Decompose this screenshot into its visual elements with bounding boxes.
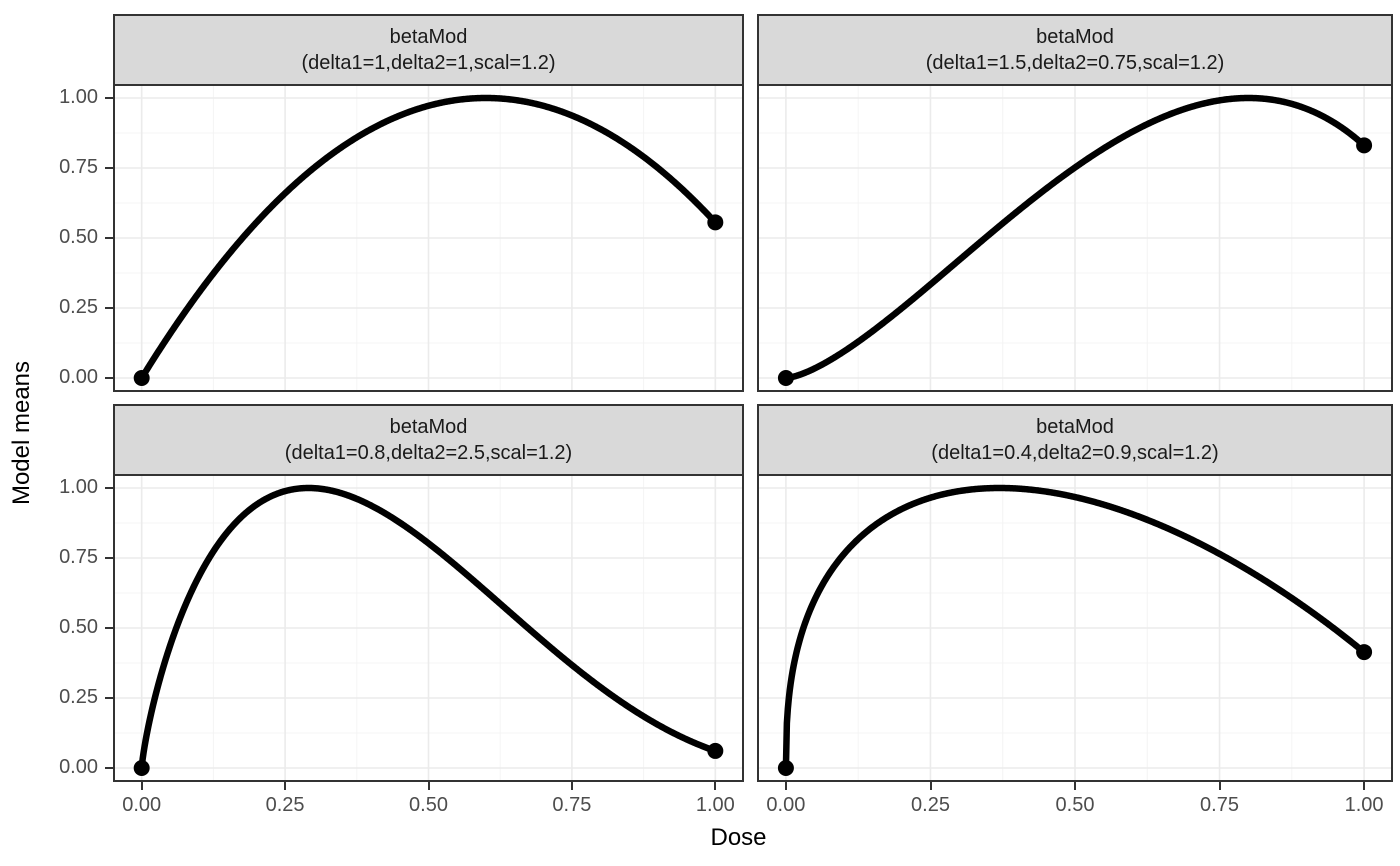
endpoint-dot xyxy=(777,760,794,776)
y-tick-label: 0.00 xyxy=(59,366,98,388)
plot-area xyxy=(757,84,1393,392)
x-tick-label: 0.50 xyxy=(409,794,448,816)
panel-border xyxy=(757,474,1393,782)
x-tick xyxy=(427,782,430,790)
x-tick xyxy=(570,782,573,790)
strip-title-model: betaMod xyxy=(1036,26,1114,48)
strip-title-model: betaMod xyxy=(1036,416,1114,438)
strip-title-model: betaMod xyxy=(389,26,468,48)
endpoint-dot xyxy=(1356,137,1373,154)
y-tick xyxy=(105,627,113,629)
x-tick-label: 1.00 xyxy=(1344,794,1384,816)
x-tick xyxy=(1218,782,1221,790)
y-tick-label: 0.75 xyxy=(59,156,98,178)
x-tick xyxy=(1074,782,1076,790)
strip-title-params: (delta1=0.4,delta2=0.9,scal=1.2) xyxy=(931,442,1219,464)
plot-area xyxy=(757,474,1393,782)
plot-area xyxy=(113,84,744,392)
x-tick xyxy=(929,782,932,790)
strip-title-params: (delta1=1,delta2=1,scal=1.2) xyxy=(301,52,556,74)
strip-title-params: (delta1=1.5,delta2=0.75,scal=1.2) xyxy=(925,52,1225,74)
y-tick xyxy=(105,237,113,239)
facet-bottom-right: betaMod (delta1=0.4,delta2=0.9,scal=1.2) xyxy=(757,404,1393,782)
y-tick-label: 0.00 xyxy=(59,756,98,778)
y-tick xyxy=(105,307,113,309)
model-curve xyxy=(138,94,719,382)
y-tick xyxy=(105,697,113,699)
y-tick xyxy=(105,557,113,559)
model-curve xyxy=(782,94,1368,382)
endpoint-dot xyxy=(1356,644,1373,661)
y-tick-label: 0.50 xyxy=(59,226,98,248)
panel-border xyxy=(113,84,744,392)
endpoint-dot xyxy=(707,214,724,231)
y-tick-label: 0.25 xyxy=(59,686,98,708)
facet-bottom-left: betaMod (delta1=0.8,delta2=2.5,scal=1.2) xyxy=(113,404,744,782)
panel-border xyxy=(757,84,1393,392)
y-tick xyxy=(105,377,113,379)
y-tick xyxy=(105,167,113,169)
y-tick-label: 0.75 xyxy=(59,546,98,568)
x-tick-label: 0.50 xyxy=(1055,794,1095,816)
model-curve xyxy=(782,484,1368,772)
x-tick xyxy=(140,782,143,790)
x-axis-title: Dose xyxy=(710,824,767,851)
plot-area xyxy=(113,474,744,782)
x-tick-label: 0.00 xyxy=(766,794,806,816)
facet-top-right: betaMod (delta1=1.5,delta2=0.75,scal=1.2… xyxy=(757,14,1393,392)
facet-strip: betaMod (delta1=1,delta2=1,scal=1.2) xyxy=(113,14,744,84)
endpoint-dot xyxy=(777,370,794,386)
facet-strip: betaMod (delta1=0.4,delta2=0.9,scal=1.2) xyxy=(757,404,1393,474)
strip-title-model: betaMod xyxy=(389,416,468,438)
x-tick xyxy=(714,782,717,790)
endpoint-dot xyxy=(133,370,150,386)
y-tick-label: 1.00 xyxy=(59,476,98,498)
endpoint-dot xyxy=(707,742,724,759)
y-tick-label: 1.00 xyxy=(59,86,98,108)
x-tick xyxy=(284,782,287,790)
y-tick xyxy=(105,487,113,489)
y-tick-label: 0.50 xyxy=(59,616,98,638)
y-tick xyxy=(105,97,113,99)
facet-strip: betaMod (delta1=0.8,delta2=2.5,scal=1.2) xyxy=(113,404,744,474)
x-tick-label: 0.75 xyxy=(1200,794,1239,816)
y-tick-label: 0.25 xyxy=(59,296,98,318)
facet-strip: betaMod (delta1=1.5,delta2=0.75,scal=1.2… xyxy=(757,14,1393,84)
x-tick-label: 1.00 xyxy=(695,794,735,816)
x-tick-label: 0.00 xyxy=(122,794,162,816)
x-tick xyxy=(784,782,787,790)
model-curve xyxy=(138,484,719,772)
y-tick xyxy=(105,767,113,769)
x-tick xyxy=(1363,782,1366,790)
x-tick-label: 0.75 xyxy=(552,794,592,816)
facet-top-left: betaMod (delta1=1,delta2=1,scal=1.2) xyxy=(113,14,744,392)
strip-title-params: (delta1=0.8,delta2=2.5,scal=1.2) xyxy=(284,442,573,464)
x-tick-label: 0.25 xyxy=(911,794,950,816)
endpoint-dot xyxy=(133,760,150,776)
panel-border xyxy=(113,474,744,782)
x-tick-label: 0.25 xyxy=(265,794,305,816)
